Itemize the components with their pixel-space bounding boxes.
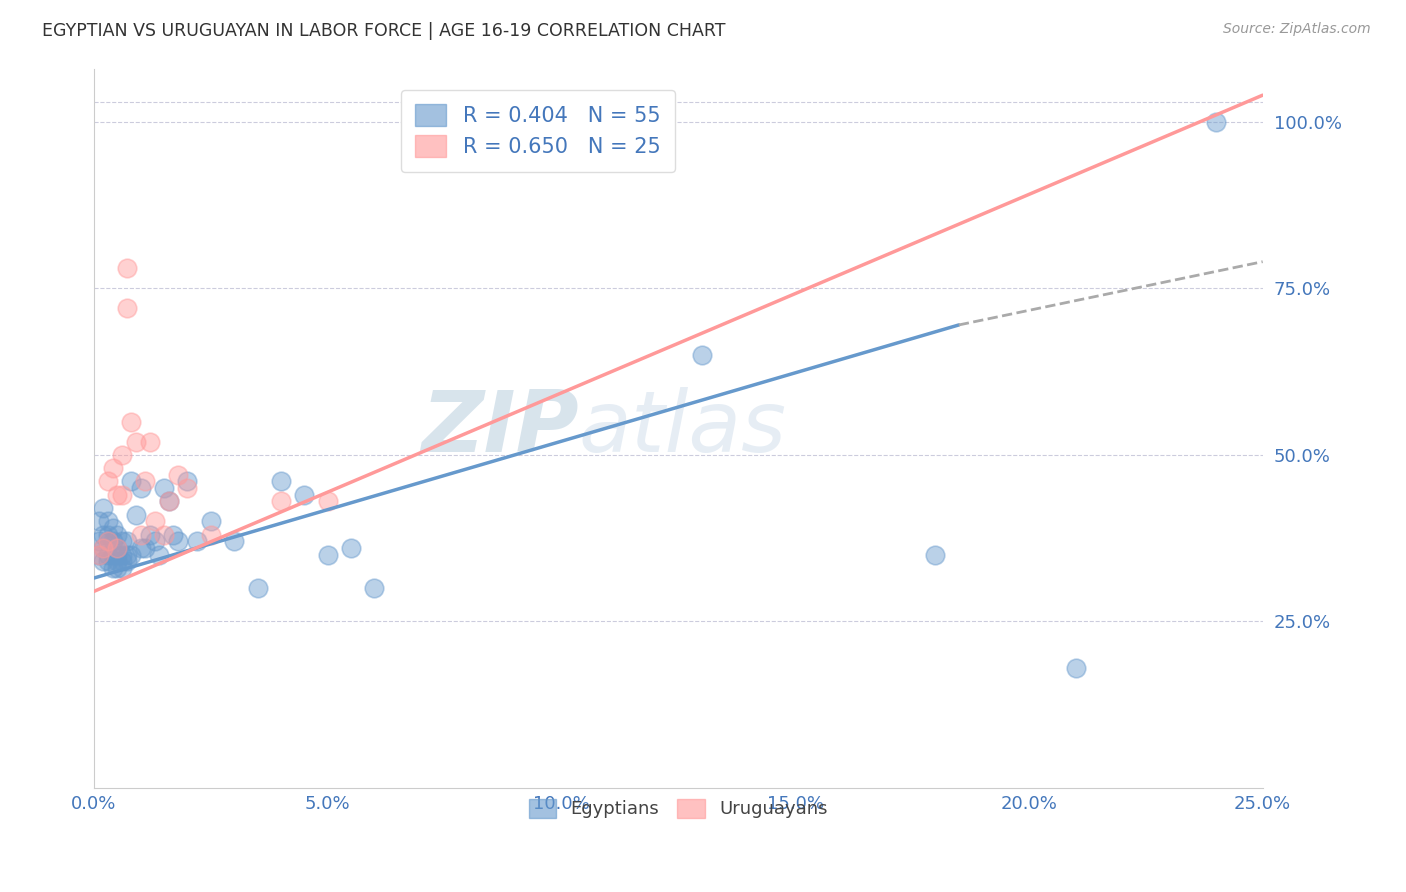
- Point: [105, 554, 128, 568]
- Point: [101, 534, 124, 549]
- Point: [101, 561, 124, 575]
- Point: [924, 548, 946, 562]
- Point: [129, 481, 152, 495]
- Point: [1064, 661, 1087, 675]
- Point: [111, 534, 134, 549]
- Point: [105, 541, 128, 555]
- Point: [167, 534, 190, 549]
- Point: [620, 102, 643, 116]
- Point: [111, 548, 134, 562]
- Point: [101, 548, 124, 562]
- Point: [129, 528, 152, 542]
- Point: [139, 434, 162, 449]
- Point: [87, 548, 110, 562]
- Point: [91, 541, 114, 555]
- Point: [157, 494, 180, 508]
- Point: [115, 301, 138, 316]
- Point: [292, 488, 315, 502]
- Point: [316, 494, 339, 508]
- Point: [91, 541, 114, 555]
- Point: [176, 475, 198, 489]
- Point: [87, 534, 110, 549]
- Legend: Egyptians, Uruguayans: Egyptians, Uruguayans: [522, 792, 835, 826]
- Point: [176, 481, 198, 495]
- Point: [134, 541, 156, 555]
- Point: [91, 501, 114, 516]
- Point: [363, 581, 385, 595]
- Point: [105, 488, 128, 502]
- Text: EGYPTIAN VS URUGUAYAN IN LABOR FORCE | AGE 16-19 CORRELATION CHART: EGYPTIAN VS URUGUAYAN IN LABOR FORCE | A…: [42, 22, 725, 40]
- Point: [115, 548, 138, 562]
- Text: atlas: atlas: [579, 387, 787, 470]
- Point: [97, 515, 120, 529]
- Point: [120, 475, 142, 489]
- Point: [143, 534, 166, 549]
- Point: [115, 534, 138, 549]
- Point: [97, 528, 120, 542]
- Point: [111, 488, 134, 502]
- Point: [125, 508, 148, 522]
- Point: [270, 494, 292, 508]
- Point: [316, 548, 339, 562]
- Point: [105, 561, 128, 575]
- Point: [87, 515, 110, 529]
- Point: [91, 554, 114, 568]
- Point: [153, 528, 176, 542]
- Point: [186, 534, 208, 549]
- Point: [105, 541, 128, 555]
- Point: [115, 261, 138, 276]
- Point: [91, 528, 114, 542]
- Text: ZIP: ZIP: [422, 387, 579, 470]
- Point: [162, 528, 184, 542]
- Point: [139, 528, 162, 542]
- Point: [97, 475, 120, 489]
- Text: Source: ZipAtlas.com: Source: ZipAtlas.com: [1223, 22, 1371, 37]
- Point: [115, 554, 138, 568]
- Point: [148, 548, 170, 562]
- Point: [200, 528, 222, 542]
- Point: [120, 415, 142, 429]
- Point: [157, 494, 180, 508]
- Point: [134, 475, 156, 489]
- Point: [111, 448, 134, 462]
- Point: [120, 548, 142, 562]
- Point: [167, 467, 190, 482]
- Point: [97, 554, 120, 568]
- Point: [224, 534, 246, 549]
- Point: [97, 548, 120, 562]
- Point: [111, 554, 134, 568]
- Point: [153, 481, 176, 495]
- Point: [101, 461, 124, 475]
- Point: [97, 534, 120, 549]
- Point: [1205, 115, 1227, 129]
- Point: [111, 561, 134, 575]
- Point: [101, 521, 124, 535]
- Point: [143, 515, 166, 529]
- Point: [125, 434, 148, 449]
- Point: [87, 548, 110, 562]
- Point: [97, 534, 120, 549]
- Point: [105, 528, 128, 542]
- Point: [200, 515, 222, 529]
- Point: [270, 475, 292, 489]
- Point: [340, 541, 363, 555]
- Point: [105, 548, 128, 562]
- Point: [246, 581, 269, 595]
- Point: [129, 541, 152, 555]
- Point: [690, 348, 713, 362]
